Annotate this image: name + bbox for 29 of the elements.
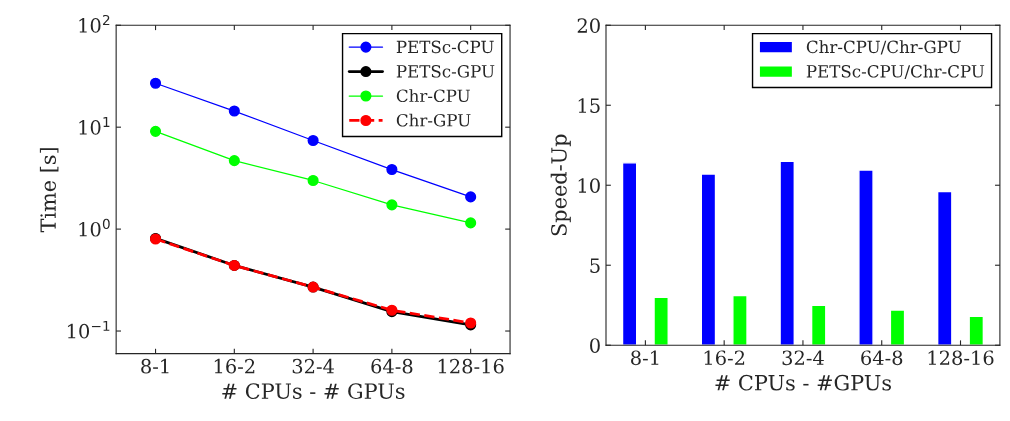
y-tick-label: 10$^{1}$ xyxy=(79,117,110,135)
x-tick-label: 128-16 xyxy=(928,350,994,366)
y-tick-label: 10$^{0}$ xyxy=(79,218,110,237)
legend-label: Chr-CPU xyxy=(396,89,470,103)
legend-label: PETSc-CPU/Chr-CPU xyxy=(806,64,985,79)
x-tick-label: 32-4 xyxy=(292,358,334,374)
x-tick-label: 16-2 xyxy=(704,350,745,366)
x-tick-label: 32-4 xyxy=(782,350,824,366)
y-axis-title: Time [s] xyxy=(39,148,59,233)
y-tick-label: 20 xyxy=(577,18,600,33)
y-tick-label: 15 xyxy=(578,98,600,113)
y-tick-label: 0 xyxy=(590,338,600,353)
y-tick-label: 10$^{−1}$ xyxy=(67,320,110,339)
x-tick-label: 64-8 xyxy=(371,358,413,374)
y-tick-label: 10$^{2}$ xyxy=(79,14,110,33)
legend-label: Chr-GPU xyxy=(396,113,471,127)
legend-label: PETSc-CPU xyxy=(396,40,494,54)
x-tick-label: 8-1 xyxy=(141,358,169,374)
x-tick-label: 16-2 xyxy=(214,358,255,374)
x-tick-label: 8-1 xyxy=(631,350,659,366)
legend-label: Chr-CPU/Chr-GPU xyxy=(806,40,961,55)
x-axis-title: # CPUs - #GPUs xyxy=(715,374,891,391)
y-tick-label: 10 xyxy=(578,178,600,193)
x-tick-label: 128-16 xyxy=(438,358,504,374)
y-tick-label: 5 xyxy=(590,258,600,273)
x-tick-label: 64-8 xyxy=(861,350,903,366)
x-axis-title: # CPUs - # GPUs xyxy=(222,383,405,399)
y-axis-title: Speed-Up xyxy=(550,134,571,236)
legend-label: PETSc-GPU xyxy=(396,65,495,78)
